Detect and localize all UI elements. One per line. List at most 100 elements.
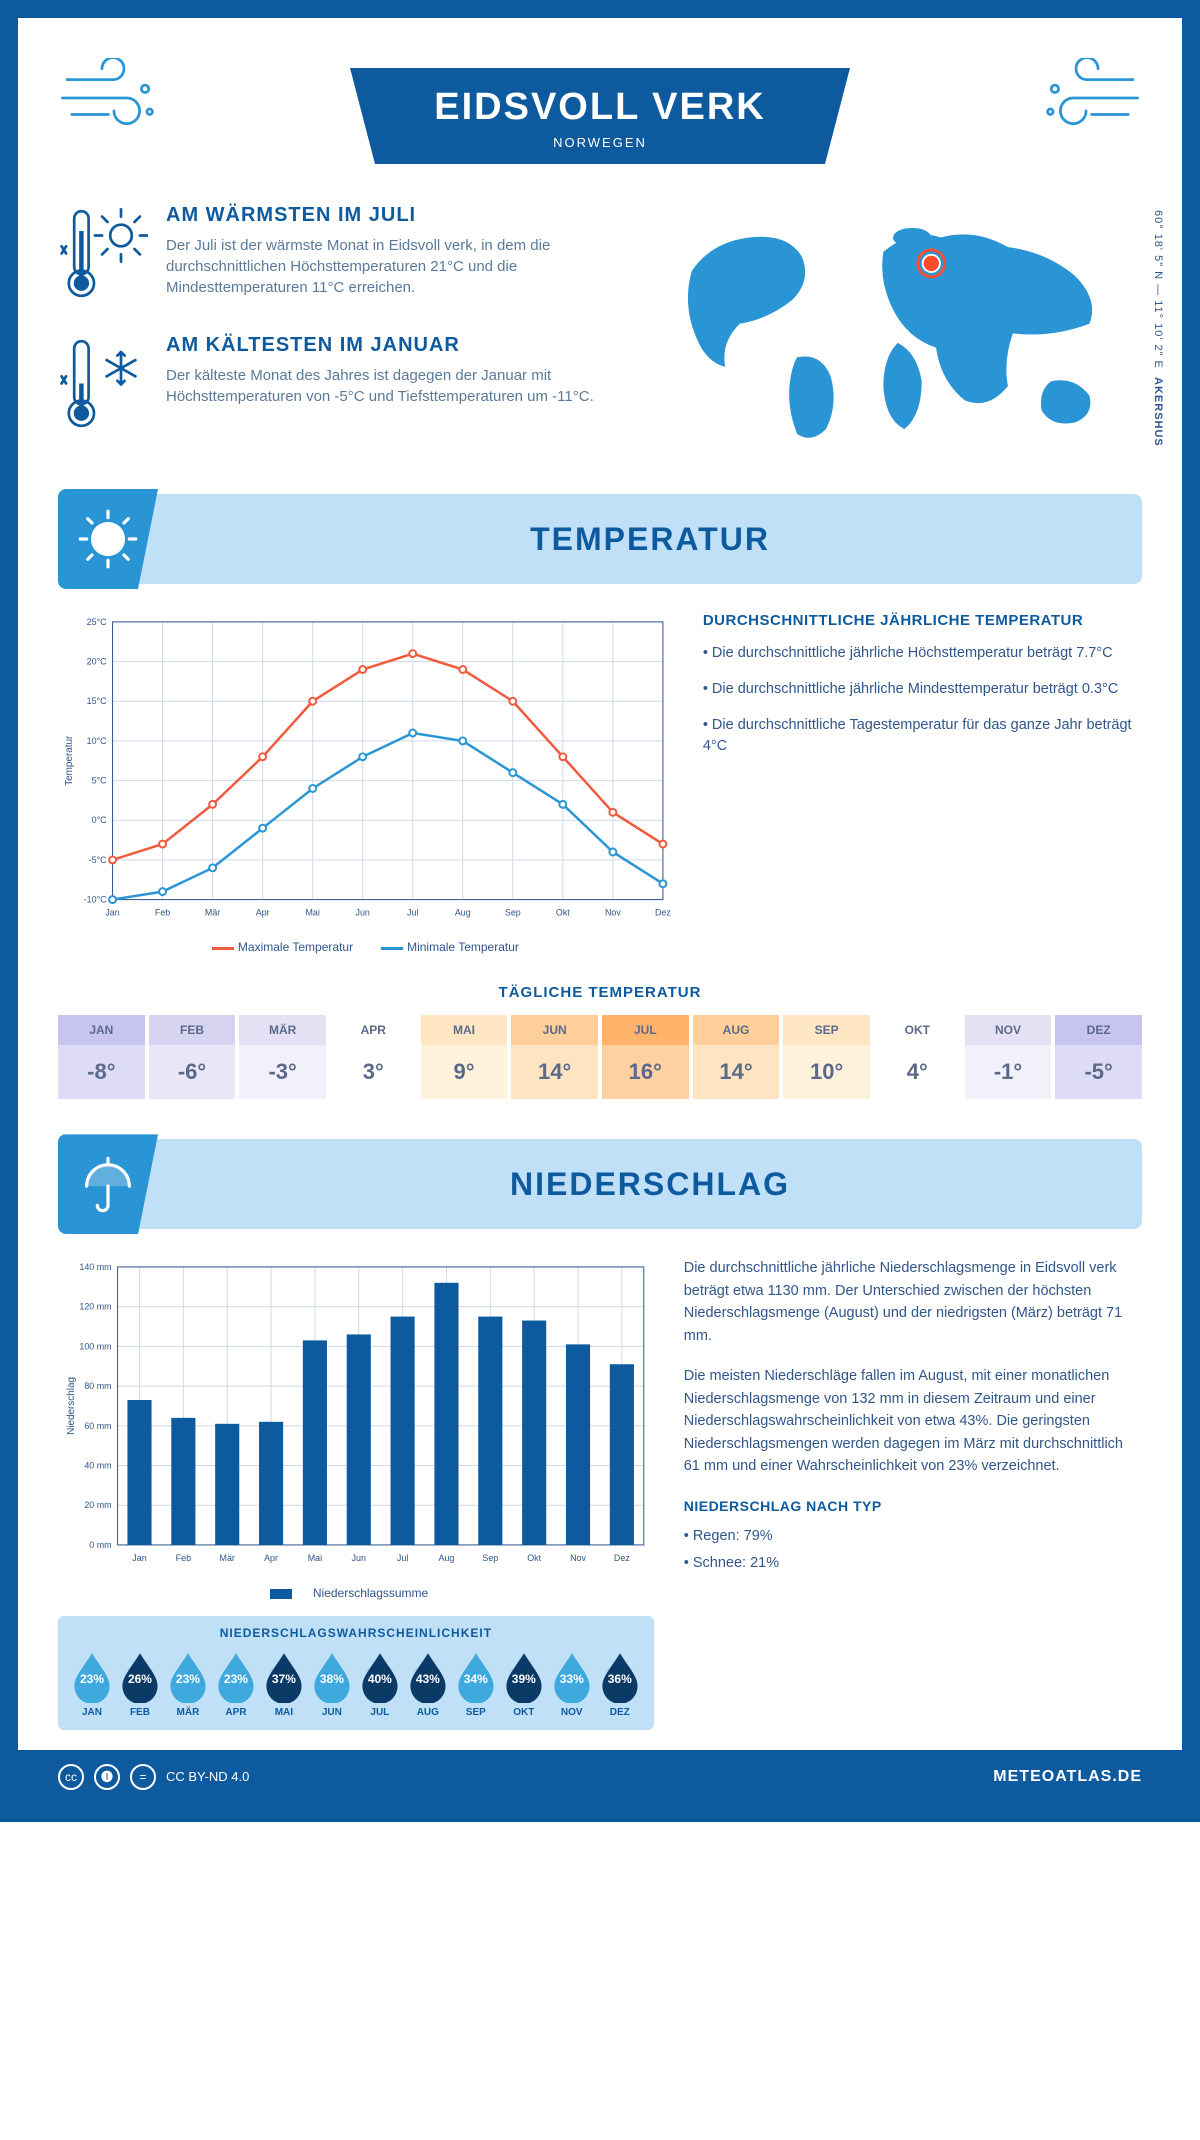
precip-prob-cell: 36%DEZ — [598, 1650, 642, 1718]
precip-paragraph: Die meisten Niederschläge fallen im Augu… — [684, 1365, 1142, 1477]
svg-text:Jan: Jan — [132, 1553, 146, 1563]
svg-text:Dez: Dez — [655, 907, 671, 917]
world-map: 60° 18' 5" N — 11° 10' 2" E AKERSHUS — [663, 204, 1142, 464]
precip-text: Die durchschnittliche jährliche Niedersc… — [684, 1257, 1142, 1730]
svg-text:40 mm: 40 mm — [84, 1461, 111, 1471]
precip-probability-box: NIEDERSCHLAGSWAHRSCHEINLICHKEIT 23%JAN26… — [58, 1616, 654, 1730]
warmest-title: AM WÄRMSTEN IM JULI — [166, 204, 633, 227]
wind-icon — [1032, 58, 1142, 138]
precipitation-chart: 0 mm20 mm40 mm60 mm80 mm100 mm120 mm140 … — [58, 1257, 654, 1600]
cc-icon: cc — [58, 1764, 84, 1790]
svg-text:-5°C: -5°C — [89, 855, 107, 865]
svg-text:5°C: 5°C — [92, 776, 108, 786]
svg-text:Jun: Jun — [352, 1553, 366, 1563]
daily-temp-cell: NOV-1° — [965, 1015, 1052, 1099]
precip-prob-cell: 40%JUL — [358, 1650, 402, 1718]
precip-legend: Niederschlagssumme — [58, 1586, 654, 1600]
precip-prob-cell: 39%OKT — [502, 1650, 546, 1718]
svg-text:Jun: Jun — [356, 907, 370, 917]
svg-text:-10°C: -10°C — [84, 895, 107, 905]
coldest-block: AM KÄLTESTEN IM JANUAR Der kälteste Mona… — [58, 334, 633, 438]
svg-text:20 mm: 20 mm — [84, 1501, 111, 1511]
temp-bullet: • Die durchschnittliche Tagestemperatur … — [703, 715, 1142, 759]
svg-text:Mai: Mai — [305, 907, 319, 917]
svg-text:0°C: 0°C — [92, 815, 108, 825]
precip-prob-cell: 34%SEP — [454, 1650, 498, 1718]
svg-text:120 mm: 120 mm — [79, 1302, 111, 1312]
temperature-summary: DURCHSCHNITTLICHE JÄHRLICHE TEMPERATUR •… — [703, 612, 1142, 954]
svg-text:Okt: Okt — [527, 1553, 541, 1563]
daily-temp-cell: JUN14° — [511, 1015, 598, 1099]
svg-text:Temperatur: Temperatur — [64, 735, 75, 786]
wind-icon — [58, 58, 168, 138]
svg-text:100 mm: 100 mm — [79, 1342, 111, 1352]
precip-type-title: NIEDERSCHLAG NACH TYP — [684, 1496, 1142, 1518]
daily-temp-cell: AUG14° — [693, 1015, 780, 1099]
umbrella-icon — [58, 1134, 158, 1234]
temperature-chart: -10°C-5°C0°C5°C10°C15°C20°C25°CJanFebMär… — [58, 612, 673, 954]
svg-text:Apr: Apr — [256, 907, 270, 917]
svg-text:Dez: Dez — [614, 1553, 630, 1563]
svg-text:20°C: 20°C — [87, 657, 107, 667]
svg-text:Nov: Nov — [605, 907, 621, 917]
daily-temp-cell: FEB-6° — [149, 1015, 236, 1099]
world-map-svg — [663, 204, 1142, 453]
title-ribbon: EIDSVOLL VERK NORWEGEN — [350, 68, 850, 164]
footer: cc 🅘 = CC BY-ND 4.0 METEOATLAS.DE — [18, 1750, 1182, 1804]
license-text: CC BY-ND 4.0 — [166, 1769, 249, 1784]
precip-type-line: • Regen: 79% — [684, 1525, 1142, 1547]
by-icon: 🅘 — [94, 1764, 120, 1790]
svg-text:Jan: Jan — [105, 907, 119, 917]
precip-prob-cell: 23%APR — [214, 1650, 258, 1718]
svg-text:25°C: 25°C — [87, 617, 107, 627]
svg-text:Feb: Feb — [155, 907, 170, 917]
precip-paragraph: Die durchschnittliche jährliche Niedersc… — [684, 1257, 1142, 1347]
svg-text:Niederschlag: Niederschlag — [66, 1377, 77, 1435]
daily-temp-table: JAN-8°FEB-6°MÄR-3°APR3°MAI9°JUN14°JUL16°… — [58, 1015, 1142, 1099]
temperature-heading: TEMPERATUR — [158, 521, 1142, 558]
daily-temp-cell: APR3° — [330, 1015, 417, 1099]
svg-text:Jul: Jul — [407, 907, 418, 917]
temp-bullet: • Die durchschnittliche jährliche Mindes… — [703, 679, 1142, 701]
section-header-precip: NIEDERSCHLAG — [58, 1139, 1142, 1229]
temperature-legend: Maximale TemperaturMinimale Temperatur — [58, 940, 673, 954]
svg-text:Aug: Aug — [455, 907, 471, 917]
svg-text:Sep: Sep — [482, 1553, 498, 1563]
warmest-block: AM WÄRMSTEN IM JULI Der Juli ist der wär… — [58, 204, 633, 308]
temp-summary-title: DURCHSCHNITTLICHE JÄHRLICHE TEMPERATUR — [703, 612, 1142, 629]
thermometer-snow-icon — [58, 334, 148, 438]
region-label: AKERSHUS — [1152, 377, 1164, 447]
precip-prob-cell: 26%FEB — [118, 1650, 162, 1718]
precip-prob-cell: 23%MÄR — [166, 1650, 210, 1718]
precip-prob-cell: 38%JUN — [310, 1650, 354, 1718]
precip-type-line: • Schnee: 21% — [684, 1552, 1142, 1574]
warmest-text: Der Juli ist der wärmste Monat in Eidsvo… — [166, 235, 633, 298]
daily-temp-cell: MÄR-3° — [239, 1015, 326, 1099]
coldest-text: Der kälteste Monat des Jahres ist dagege… — [166, 365, 633, 407]
daily-temp-cell: SEP10° — [783, 1015, 870, 1099]
svg-text:Okt: Okt — [556, 907, 570, 917]
coldest-title: AM KÄLTESTEN IM JANUAR — [166, 334, 633, 357]
svg-text:Aug: Aug — [439, 1553, 455, 1563]
precip-prob-cell: 23%JAN — [70, 1650, 114, 1718]
page-title: EIDSVOLL VERK — [420, 86, 780, 129]
svg-text:Nov: Nov — [570, 1553, 586, 1563]
daily-temp-cell: DEZ-5° — [1055, 1015, 1142, 1099]
svg-text:Sep: Sep — [505, 907, 521, 917]
section-header-temperature: TEMPERATUR — [58, 494, 1142, 584]
svg-text:Jul: Jul — [397, 1553, 408, 1563]
daily-temp-cell: JUL16° — [602, 1015, 689, 1099]
svg-text:140 mm: 140 mm — [79, 1262, 111, 1272]
precip-prob-cell: 37%MAI — [262, 1650, 306, 1718]
precip-heading: NIEDERSCHLAG — [158, 1166, 1142, 1203]
precip-prob-cell: 33%NOV — [550, 1650, 594, 1718]
svg-text:60 mm: 60 mm — [84, 1421, 111, 1431]
svg-text:Mär: Mär — [205, 907, 220, 917]
precip-prob-cell: 43%AUG — [406, 1650, 450, 1718]
svg-text:0 mm: 0 mm — [89, 1540, 111, 1550]
svg-text:Mär: Mär — [220, 1553, 235, 1563]
nd-icon: = — [130, 1764, 156, 1790]
svg-text:15°C: 15°C — [87, 696, 107, 706]
svg-text:Feb: Feb — [176, 1553, 191, 1563]
svg-text:Mai: Mai — [308, 1553, 322, 1563]
